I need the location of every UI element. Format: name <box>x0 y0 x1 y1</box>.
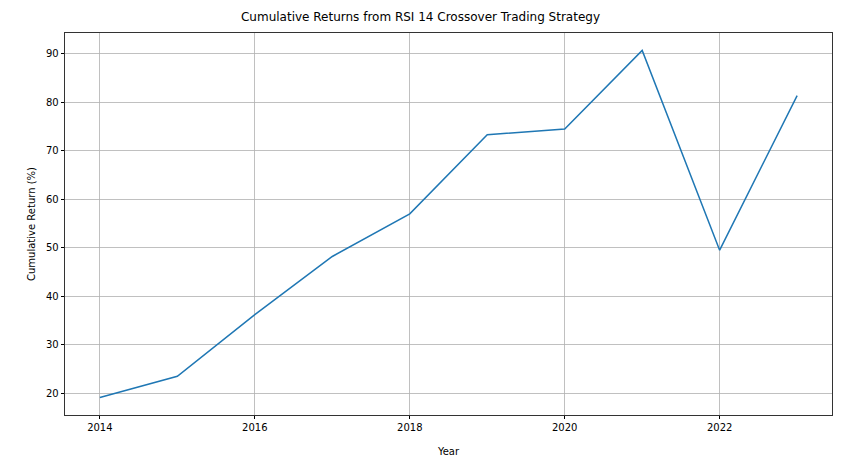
svg-text:2014: 2014 <box>87 422 112 433</box>
svg-text:2018: 2018 <box>397 422 422 433</box>
svg-text:2022: 2022 <box>707 422 732 433</box>
svg-text:70: 70 <box>46 145 59 156</box>
svg-text:Year: Year <box>437 446 460 457</box>
svg-text:2016: 2016 <box>242 422 267 433</box>
svg-text:20: 20 <box>46 388 59 399</box>
svg-text:30: 30 <box>46 339 59 350</box>
svg-text:60: 60 <box>46 194 59 205</box>
svg-text:Cumulative Return (%): Cumulative Return (%) <box>26 167 37 281</box>
svg-text:80: 80 <box>46 97 59 108</box>
svg-text:40: 40 <box>46 291 59 302</box>
svg-text:Cumulative Returns from RSI 14: Cumulative Returns from RSI 14 Crossover… <box>241 10 600 24</box>
svg-text:90: 90 <box>46 48 59 59</box>
svg-text:50: 50 <box>46 242 59 253</box>
svg-text:2020: 2020 <box>552 422 577 433</box>
